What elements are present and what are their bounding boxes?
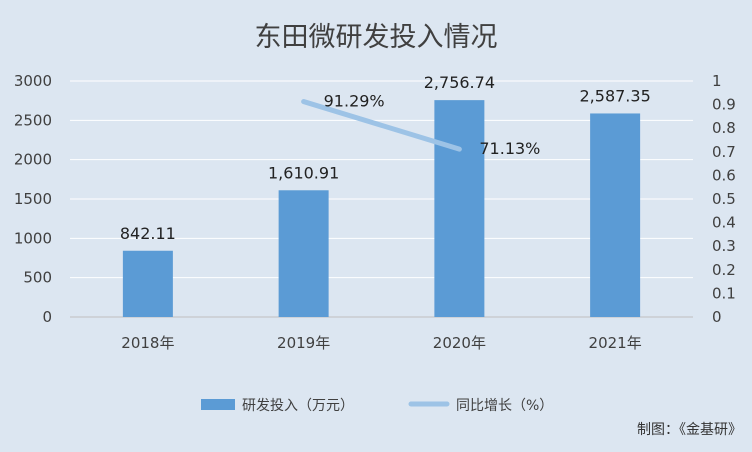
bar-data-label: 2,756.74	[424, 73, 495, 92]
legend-swatch-bar	[201, 399, 235, 410]
x-tick-label: 2019年	[277, 334, 330, 352]
y-axis-right: 0 0.1 0.2 0.3 0.4 0.5 0.6 0.7 0.8 0.9 1	[712, 72, 736, 326]
data-labels: 842.11 1,610.91 2,756.74 2,587.35 91.29% 71.1…	[120, 73, 651, 243]
y-right-tick-label: 0.6	[712, 166, 736, 184]
chart-title: 东田微研发投入情况	[255, 22, 498, 53]
bar	[590, 113, 641, 318]
y-right-tick-label: 0.2	[712, 261, 736, 279]
y-axis-left: 0 500 1000 1500 2000 2500 3000	[14, 72, 52, 326]
growth-line	[301, 99, 462, 152]
x-tick-label: 2021年	[589, 334, 642, 352]
bar-data-label: 1,610.91	[268, 163, 339, 182]
y-left-tick-label: 1000	[14, 229, 52, 247]
y-right-tick-label: 0.1	[712, 284, 736, 302]
bar	[434, 100, 485, 318]
bar-data-label: 2,587.35	[580, 86, 651, 105]
y-left-tick-label: 3000	[14, 72, 52, 90]
y-left-tick-label: 0	[42, 308, 52, 326]
y-left-tick-label: 2000	[14, 151, 52, 169]
y-right-tick-label: 0	[712, 308, 722, 326]
line-data-label: 91.29%	[324, 92, 385, 111]
x-tick-label: 2018年	[121, 334, 174, 352]
x-axis: 2018年 2019年 2020年 2021年	[121, 334, 641, 352]
bar-data-label: 842.11	[120, 224, 176, 243]
bar	[278, 190, 329, 317]
y-right-tick-label: 0.5	[712, 190, 736, 208]
line-series	[301, 99, 462, 152]
y-right-tick-label: 0.8	[712, 119, 736, 137]
chart-credit: 制图：《金基研》	[637, 421, 742, 438]
y-right-tick-label: 1	[712, 72, 722, 90]
y-right-tick-label: 0.9	[712, 96, 736, 114]
legend-label-line: 同比增长（%）	[456, 398, 553, 414]
line-data-label: 71.13%	[479, 139, 540, 158]
y-right-tick-label: 0.4	[712, 214, 736, 232]
bar-series	[122, 100, 641, 318]
y-left-tick-label: 1500	[14, 190, 52, 208]
legend-label-bar: 研发投入（万元）	[242, 398, 354, 414]
bar	[122, 250, 173, 317]
legend: 研发投入（万元） 同比增长（%）	[201, 398, 553, 414]
y-left-tick-label: 500	[23, 269, 52, 287]
y-left-tick-label: 2500	[14, 111, 52, 129]
y-right-tick-label: 0.3	[712, 237, 736, 255]
gridlines	[70, 80, 693, 318]
y-right-tick-label: 0.7	[712, 143, 736, 161]
x-tick-label: 2020年	[433, 334, 486, 352]
